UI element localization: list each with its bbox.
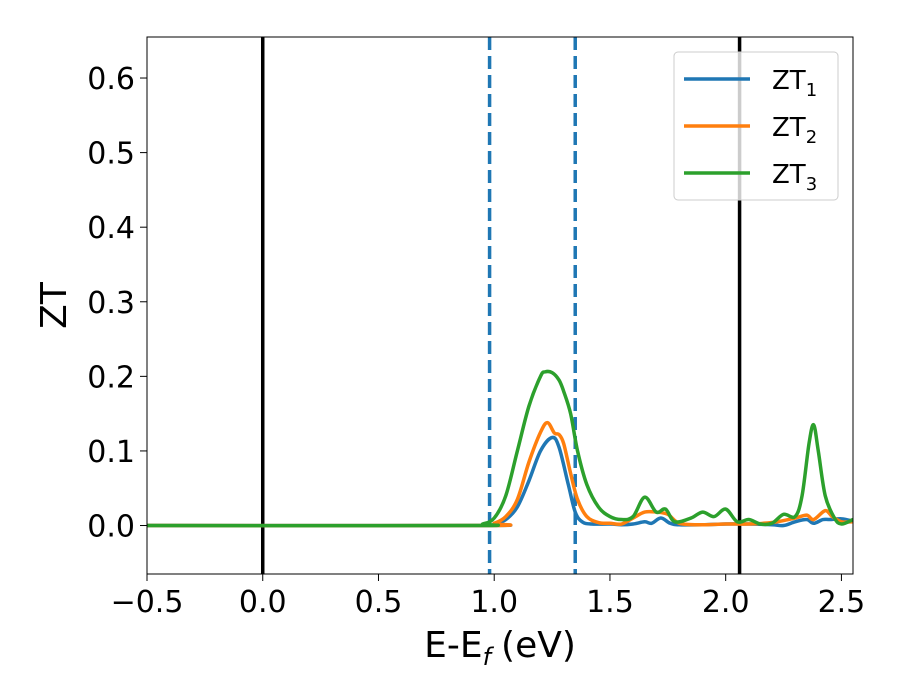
x-axis-label: E-Ef (eV) bbox=[424, 625, 576, 671]
legend-label-zt1: ZT1 bbox=[772, 66, 817, 101]
legend-label-zt2: ZT2 bbox=[772, 113, 817, 148]
x-tick-label: 1.5 bbox=[586, 585, 634, 620]
y-tick-label: 0.1 bbox=[87, 435, 135, 470]
x-tick-label: −0.5 bbox=[111, 585, 184, 620]
x-tick-label: 2.0 bbox=[702, 585, 750, 620]
x-tick-label: 0.5 bbox=[355, 585, 403, 620]
series-line-zt1 bbox=[147, 435, 853, 528]
y-tick-label: 0.5 bbox=[87, 137, 135, 172]
x-axis-label-unit: (eV) bbox=[501, 625, 576, 666]
x-axis-ticks: −0.5 0.0 0.5 1.0 1.5 2.0 2.5 bbox=[111, 574, 866, 620]
x-tick-label: 1.0 bbox=[470, 585, 518, 620]
y-axis-ticks: 0.0 0.1 0.2 0.3 0.4 0.5 0.6 bbox=[87, 62, 147, 545]
x-axis-label-subscript: f bbox=[483, 643, 495, 671]
legend: ZT1 ZT2 ZT3 bbox=[673, 51, 839, 201]
x-tick-label: 2.5 bbox=[818, 585, 866, 620]
legend-box bbox=[673, 51, 839, 201]
series-line-zt3 bbox=[147, 369, 853, 528]
legend-label-zt3: ZT3 bbox=[772, 160, 817, 195]
x-tick-label: 0.0 bbox=[239, 585, 287, 620]
y-tick-label: 0.4 bbox=[87, 211, 135, 246]
x-axis-label-main: E-E bbox=[424, 625, 482, 666]
y-axis-label: ZT bbox=[34, 281, 75, 329]
y-tick-label: 0.0 bbox=[87, 510, 135, 545]
series-line-zt2 bbox=[147, 420, 853, 528]
y-tick-label: 0.6 bbox=[87, 62, 135, 97]
axes-frame bbox=[146, 36, 854, 575]
y-tick-label: 0.3 bbox=[87, 286, 135, 321]
y-tick-label: 0.2 bbox=[87, 360, 135, 395]
